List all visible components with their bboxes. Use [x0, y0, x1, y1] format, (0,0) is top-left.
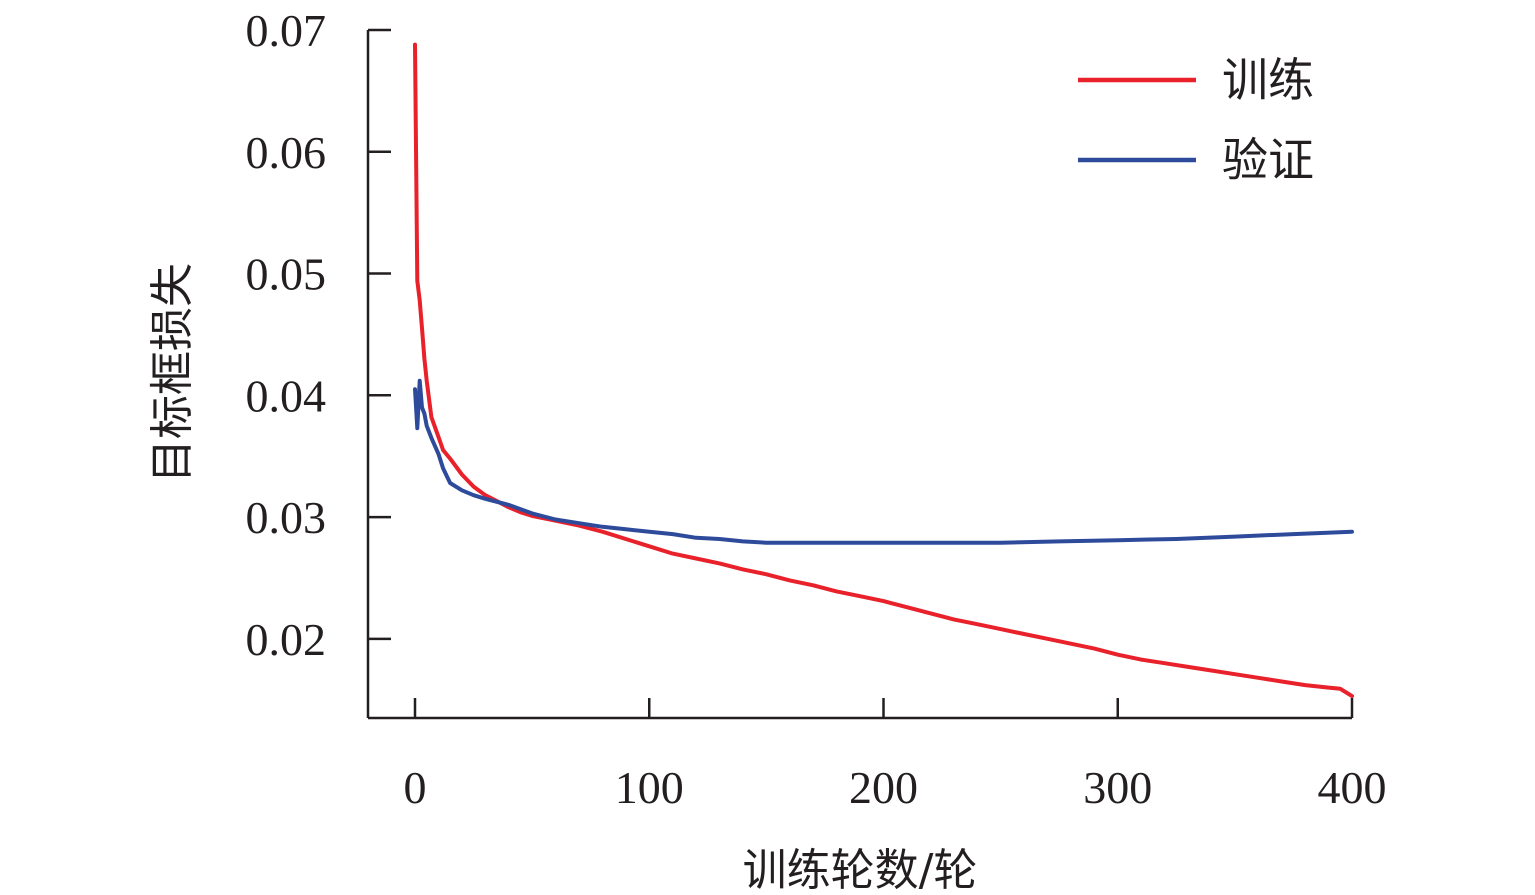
- x-tick-label: 0: [404, 762, 427, 813]
- x-tick-label: 200: [849, 762, 918, 813]
- x-tick-label: 100: [615, 762, 684, 813]
- x-tick-label: 400: [1318, 762, 1387, 813]
- legend-label-validation: 验证: [1222, 133, 1314, 187]
- series-layer: [413, 42, 1354, 699]
- y-tick-label: 0.02: [246, 614, 327, 665]
- axes-layer: [366, 30, 1352, 720]
- series-line-validation: [413, 378, 1354, 545]
- x-tick-label: 300: [1083, 762, 1152, 813]
- series-line-train: [413, 42, 1354, 699]
- y-tick-label: 0.06: [246, 127, 327, 178]
- y-tick-label: 0.03: [246, 492, 327, 543]
- y-axis-label: 目标框损失: [147, 263, 198, 483]
- y-tick-label: 0.07: [246, 5, 327, 56]
- y-tick-label: 0.04: [246, 370, 327, 421]
- x-axis-label: 训练轮数/轮: [743, 845, 978, 895]
- legend-label-train: 训练: [1222, 53, 1314, 107]
- ticks-layer: 0 100 200 300 400 0.02 0.03 0.04 0.05 0.06 0.07: [246, 5, 1387, 813]
- y-tick-label: 0.05: [246, 249, 327, 300]
